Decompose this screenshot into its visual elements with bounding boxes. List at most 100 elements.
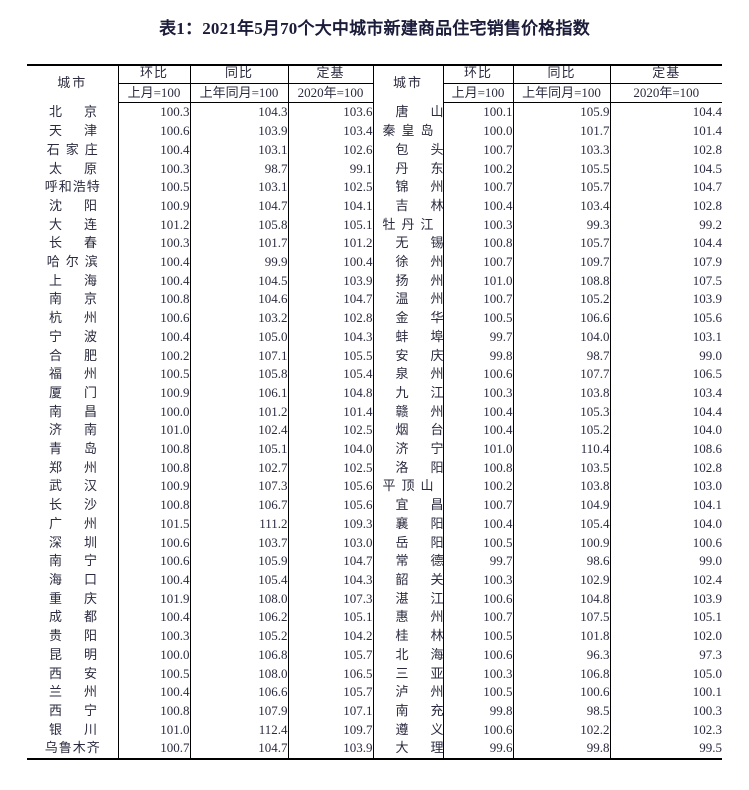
cell-yoy-left: 106.7 xyxy=(190,496,289,515)
cell-mom-left: 100.8 xyxy=(118,496,191,515)
cell-city-right: 岳阳 xyxy=(373,533,444,553)
cell-yoy-left: 112.4 xyxy=(190,720,289,740)
cell-city-left: 石家庄 xyxy=(27,140,119,160)
cell-base-left: 102.6 xyxy=(288,140,374,160)
cell-city-right: 温州 xyxy=(373,290,444,310)
cell-yoy-right: 104.8 xyxy=(513,589,611,609)
cell-base-left: 102.8 xyxy=(288,309,374,328)
header-city-left: 城市 xyxy=(27,64,119,103)
cell-yoy-left: 104.3 xyxy=(190,102,289,123)
cell-mom-left: 100.4 xyxy=(118,140,191,160)
cell-mom-right: 100.7 xyxy=(443,608,514,628)
table-row: 深圳 100.6 103.7 103.0 岳阳 100.5 100.9 100.6 xyxy=(27,533,722,553)
table-row: 厦门 100.9 106.1 104.8 九江 100.3 103.8 103.4 xyxy=(27,383,722,403)
cell-base-left: 109.7 xyxy=(288,720,374,740)
cell-mom-right: 99.8 xyxy=(443,701,514,721)
table-row: 武汉 100.9 107.3 105.6 平顶山 100.2 103.8 103.0 xyxy=(27,477,722,497)
cell-yoy-left: 108.0 xyxy=(190,664,289,684)
cell-mom-right: 100.4 xyxy=(443,421,514,441)
table-row: 济南 101.0 102.4 102.5 烟台 100.4 105.2 104.0 xyxy=(27,421,722,441)
cell-base-left: 102.5 xyxy=(288,421,374,441)
header-group-mom-right: 环比 xyxy=(443,64,514,84)
table-head: 城市 环比 同比 定基 城市 环比 同比 定基 上月=100 上年同月=100 … xyxy=(27,64,722,104)
cell-base-right: 103.4 xyxy=(692,384,722,400)
cell-city-right: 秦皇岛 xyxy=(373,122,444,141)
cell-mom-left: 100.2 xyxy=(118,346,191,366)
cell-yoy-left: 106.2 xyxy=(190,608,289,628)
cell-mom-left: 100.9 xyxy=(118,477,191,497)
cell-city-right: 无锡 xyxy=(373,234,444,254)
cell-mom-left: 100.6 xyxy=(118,122,191,141)
cell-mom-left: 100.3 xyxy=(118,234,191,254)
cell-base-right: 102.4 xyxy=(692,571,722,587)
cell-base-right: 100.1 xyxy=(692,684,722,700)
cell-city-left: 福州 xyxy=(27,365,119,384)
cell-base-left: 107.3 xyxy=(288,589,374,609)
table-row: 长沙 100.8 106.7 105.6 宜昌 100.7 104.9 104.1 xyxy=(27,496,722,515)
cell-city-right: 韶关 xyxy=(373,570,444,590)
cell-city-left: 长沙 xyxy=(27,496,119,515)
cell-city-left: 合肥 xyxy=(27,346,119,366)
cell-city-right: 泉州 xyxy=(373,365,444,384)
cell-city-left: 武汉 xyxy=(27,477,119,497)
cell-mom-left: 100.5 xyxy=(118,664,191,684)
cell-yoy-left: 106.1 xyxy=(190,383,289,403)
cell-mom-left: 100.6 xyxy=(118,309,191,328)
cell-city-left: 重庆 xyxy=(27,589,119,609)
cell-city-left: 郑州 xyxy=(27,458,119,478)
table-row: 天津 100.6 103.9 103.4 秦皇岛 100.0 101.7 101.4 xyxy=(27,122,722,141)
page-title: 表1：2021年5月70个大中城市新建商品住宅销售价格指数 xyxy=(159,19,590,38)
cell-base-left: 101.2 xyxy=(288,234,374,254)
cell-city-left: 青岛 xyxy=(27,440,119,459)
cell-mom-right: 100.6 xyxy=(443,589,514,609)
cell-city-left: 西宁 xyxy=(27,701,119,721)
cell-city-left: 南京 xyxy=(27,290,119,310)
cell-yoy-right: 103.8 xyxy=(513,383,611,403)
cell-city-left: 哈尔滨 xyxy=(27,253,119,272)
cell-yoy-left: 103.1 xyxy=(190,140,289,160)
table-row: 呼和浩特 100.5 103.1 102.5 锦州 100.7 105.7 104.7 xyxy=(27,178,722,197)
cell-base-left: 105.5 xyxy=(288,346,374,366)
header-row-sub: 上月=100 上年同月=100 2020年=100 上月=100 上年同月=10… xyxy=(27,83,722,104)
cell-yoy-left: 102.4 xyxy=(190,421,289,441)
cell-base-right: 105.6 xyxy=(692,310,722,326)
cell-mom-right: 100.3 xyxy=(443,383,514,403)
cell-base-left: 105.7 xyxy=(288,645,374,665)
table-row: 上海 100.4 104.5 103.9 扬州 101.0 108.8 107.5 xyxy=(27,271,722,291)
cell-city-right: 遵义 xyxy=(373,720,444,740)
cell-base-right: 102.8 xyxy=(692,197,722,213)
cell-yoy-right: 100.9 xyxy=(513,533,611,553)
table-row: 郑州 100.8 102.7 102.5 洛阳 100.8 103.5 102.8 xyxy=(27,458,722,478)
table-row: 昆明 100.0 106.8 105.7 北海 100.6 96.3 97.3 xyxy=(27,645,722,665)
cell-yoy-right: 107.7 xyxy=(513,365,611,384)
cell-yoy-right: 100.6 xyxy=(513,683,611,702)
cell-city-right: 济宁 xyxy=(373,440,444,459)
cell-base-right: 108.6 xyxy=(692,441,722,457)
cell-base-right: 105.0 xyxy=(692,665,722,681)
cell-city-left: 西安 xyxy=(27,664,119,684)
cell-mom-right: 100.1 xyxy=(443,102,514,123)
cell-city-left: 昆明 xyxy=(27,645,119,665)
cell-base-left: 103.6 xyxy=(288,102,374,123)
cell-yoy-right: 99.3 xyxy=(513,215,611,235)
cell-city-left: 广州 xyxy=(27,514,119,534)
cell-yoy-right: 104.9 xyxy=(513,496,611,515)
cell-city-left: 贵阳 xyxy=(27,627,119,646)
table-row: 杭州 100.6 103.2 102.8 金华 100.5 106.6 105.6 xyxy=(27,309,722,328)
cell-mom-right: 100.3 xyxy=(443,215,514,235)
table-row: 合肥 100.2 107.1 105.5 安庆 99.8 98.7 99.0 xyxy=(27,346,722,366)
cell-base-right: 99.5 xyxy=(699,740,722,756)
cell-mom-left: 100.4 xyxy=(118,253,191,272)
cell-mom-left: 100.9 xyxy=(118,383,191,403)
header-sub-yoy-left: 上年同月=100 xyxy=(190,83,289,104)
cell-yoy-left: 101.7 xyxy=(190,234,289,254)
cell-yoy-right: 96.3 xyxy=(513,645,611,665)
cell-city-left: 长春 xyxy=(27,234,119,254)
cell-yoy-right: 103.5 xyxy=(513,458,611,478)
table-row: 成都 100.4 106.2 105.1 惠州 100.7 107.5 105.1 xyxy=(27,608,722,628)
cell-yoy-left: 105.0 xyxy=(190,327,289,347)
cell-base-right: 103.9 xyxy=(692,590,722,606)
cell-city-left: 北京 xyxy=(27,102,119,123)
cell-mom-right: 100.4 xyxy=(443,402,514,422)
header-sub-base-left: 2020年=100 xyxy=(288,83,374,104)
